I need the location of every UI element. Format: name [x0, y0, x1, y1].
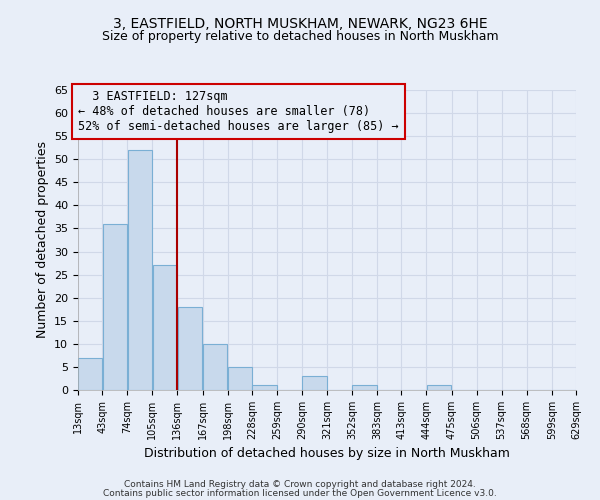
Bar	[128, 150, 152, 390]
Text: Contains HM Land Registry data © Crown copyright and database right 2024.: Contains HM Land Registry data © Crown c…	[124, 480, 476, 489]
Bar	[103, 224, 127, 390]
Bar	[228, 367, 251, 390]
Bar	[352, 386, 377, 390]
Bar	[152, 266, 177, 390]
Bar	[302, 376, 327, 390]
Bar	[252, 386, 277, 390]
Text: 3, EASTFIELD, NORTH MUSKHAM, NEWARK, NG23 6HE: 3, EASTFIELD, NORTH MUSKHAM, NEWARK, NG2…	[113, 18, 487, 32]
Bar	[427, 386, 451, 390]
Y-axis label: Number of detached properties: Number of detached properties	[35, 142, 49, 338]
Bar	[203, 344, 227, 390]
Text: 3 EASTFIELD: 127sqm  
← 48% of detached houses are smaller (78)
52% of semi-deta: 3 EASTFIELD: 127sqm ← 48% of detached ho…	[78, 90, 398, 133]
Text: Contains public sector information licensed under the Open Government Licence v3: Contains public sector information licen…	[103, 488, 497, 498]
Bar	[178, 307, 202, 390]
Text: Size of property relative to detached houses in North Muskham: Size of property relative to detached ho…	[101, 30, 499, 43]
Bar	[78, 358, 102, 390]
X-axis label: Distribution of detached houses by size in North Muskham: Distribution of detached houses by size …	[144, 448, 510, 460]
